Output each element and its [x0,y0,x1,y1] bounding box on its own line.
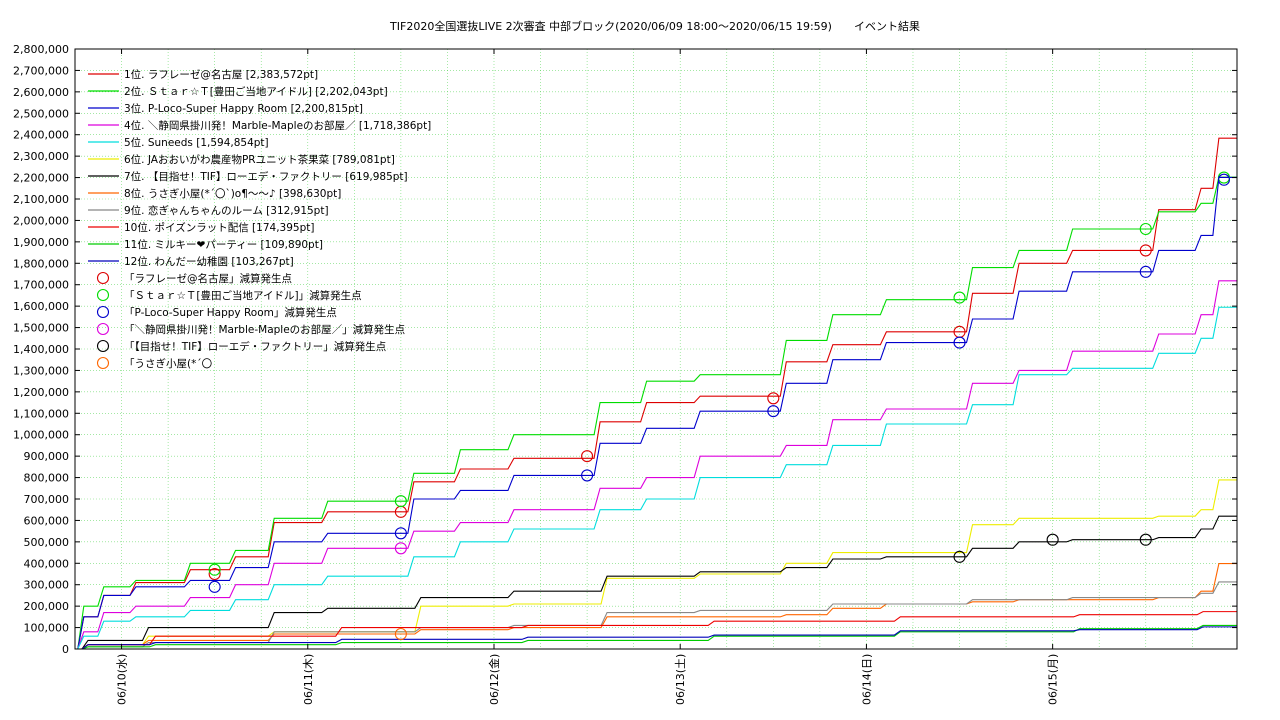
y-tick-label: 2,700,000 [13,64,69,77]
y-tick-label: 400,000 [24,557,70,570]
series-line [75,626,1237,650]
x-tick-label: 06/15(月) [1047,654,1060,705]
y-tick-label: 600,000 [24,514,70,527]
legend-entry: 10位. ポイズンラット配信 [174,395pt] [124,221,314,234]
y-tick-label: 300,000 [24,579,70,592]
subtraction-marker [394,542,407,555]
legend-entry: 5位. Suneeds [1,594,854pt] [124,136,269,149]
legend-entry: 「P-Loco-Super Happy Room」減算発生点 [124,306,337,319]
series-line [75,137,1237,650]
y-tick-label: 2,300,000 [13,150,69,163]
y-tick-label: 1,600,000 [13,300,69,313]
subtraction-marker [953,336,966,349]
y-tick-label: 700,000 [24,493,70,506]
subtraction-marker [953,291,966,304]
legend-entry: 6位. JAおおいがわ農産物PRユニット茶果菜 [789,081pt] [124,153,395,166]
y-tick-label: 2,800,000 [13,43,69,56]
legend-entry: 「Ｓｔａｒ☆Ｔ[豊田ご当地アイドル]」減算発生点 [124,289,362,302]
x-tick-label: 06/14(日) [860,654,873,705]
subtraction-marker [394,495,407,508]
y-tick-label: 1,700,000 [13,279,69,292]
subtraction-marker [1139,265,1152,278]
subtraction-marker [394,527,407,540]
y-tick-label: 100,000 [24,622,70,635]
subtraction-marker [1046,533,1059,546]
series-line [75,479,1237,650]
legend-entry: 3位. P-Loco-Super Happy Room [2,200,815pt… [124,102,363,115]
y-tick-label: 1,000,000 [13,429,69,442]
y-tick-label: 2,100,000 [13,193,69,206]
legend-marker-swatch [96,339,110,353]
legend-entry: 8位. うさぎ小屋(*´〇`)o¶～～♪ [398,630pt] [124,187,341,200]
legend-marker-swatch [96,288,110,302]
grid-lines [75,49,1237,649]
series-line [75,306,1237,650]
x-tick-label: 06/10(水) [116,654,129,705]
series-line [75,280,1237,650]
legend-marker-swatch [96,305,110,319]
legend-marker-swatch [96,322,110,336]
y-tick-label: 1,300,000 [13,364,69,377]
y-tick-label: 1,200,000 [13,386,69,399]
subtraction-marker [581,469,594,482]
y-tick-label: 500,000 [24,536,70,549]
subtraction-marker [953,550,966,563]
subtraction-marker [208,580,221,593]
y-tick-label: 200,000 [24,600,70,613]
subtraction-marker [581,450,594,463]
subtraction-marker [1217,173,1231,186]
y-tick-label: 2,000,000 [13,214,69,227]
y-tick-label: 1,900,000 [13,236,69,249]
legend-entry: 12位. わんだー幼稚園 [103,267pt] [124,255,294,268]
legend-entry: 11位. ミルキー❤パーティー [109,890pt] [124,238,323,251]
series-lines [75,137,1237,650]
series-line [75,176,1237,650]
y-tick-label: 1,800,000 [13,257,69,270]
legend-marker-swatch [96,271,110,285]
series-line [75,581,1237,650]
subtraction-marker [208,567,221,581]
y-tick-label: 2,200,000 [13,172,69,185]
legend-entry: 「【目指せ！TIF】ローエデ・ファクトリー」減算発生点 [124,340,386,353]
series-line [75,611,1237,650]
y-tick-label: 2,400,000 [13,129,69,142]
subtraction-marker [394,627,407,641]
y-tick-label: 0 [62,643,69,656]
x-tick-label: 06/13(土) [674,654,687,705]
x-tick-label: 06/11(木) [302,654,315,705]
y-tick-label: 1,500,000 [13,322,69,335]
legend-entry: 1位. ラフレーゼ@名古屋 [2,383,572pt] [124,68,318,81]
legend-entry: 9位. 恋ぎゃんちゃんのルーム [312,915pt] [124,204,329,217]
legend: 1位. ラフレーゼ@名古屋 [2,383,572pt] 2位. Ｓｔａｒ☆Ｔ[豊田… [88,68,431,370]
subtraction-marker [1139,533,1152,546]
subtraction-markers [208,171,1231,641]
legend-entry: 「ラフレーゼ@名古屋」減算発生点 [124,272,292,285]
legend-entry: 「＼静岡県掛川発！Marble-Mapleのお部屋／」減算発生点 [124,323,405,336]
legend-entry: 2位. Ｓｔａｒ☆Ｔ[豊田ご当地アイドル] [2,202,043pt] [124,85,388,98]
legend-entry: 「うさぎ小屋(*´〇 [124,357,212,370]
legend-entry: 4位. ＼静岡県掛川発！Marble-Mapleのお部屋／ [1,718,386… [124,119,431,132]
subtraction-marker [1139,222,1152,236]
y-tick-label: 800,000 [24,472,70,485]
subtraction-marker [208,563,221,576]
legend-marker-swatch [96,356,110,370]
chart-title: TIF2020全国選抜LIVE 2次審査 中部ブロック(2020/06/09 1… [389,19,920,33]
y-tick-label: 2,500,000 [13,107,69,120]
y-tick-label: 900,000 [24,450,70,463]
subtraction-marker [1139,244,1152,257]
y-tick-label: 1,400,000 [13,343,69,356]
legend-entry: 7位. 【目指せ！TIF】ローエデ・ファクトリー [619,985pt] [124,170,408,183]
subtraction-marker [767,392,780,405]
series-line [75,176,1237,650]
y-tick-label: 1,100,000 [13,407,69,420]
subtraction-marker [767,405,780,418]
series-line [75,515,1237,650]
x-tick-label: 06/12(金) [487,654,501,705]
y-tick-label: 2,600,000 [13,86,69,99]
series-line [75,624,1237,650]
x-axis-ticks: 06/10(水) 06/11(木) 06/12(金) 06/13(土) 06/14(日)… [116,49,1060,705]
y-axis-ticks: 0 100,000 200,000 300,000 400,000 500,000 600,… [13,43,1237,656]
